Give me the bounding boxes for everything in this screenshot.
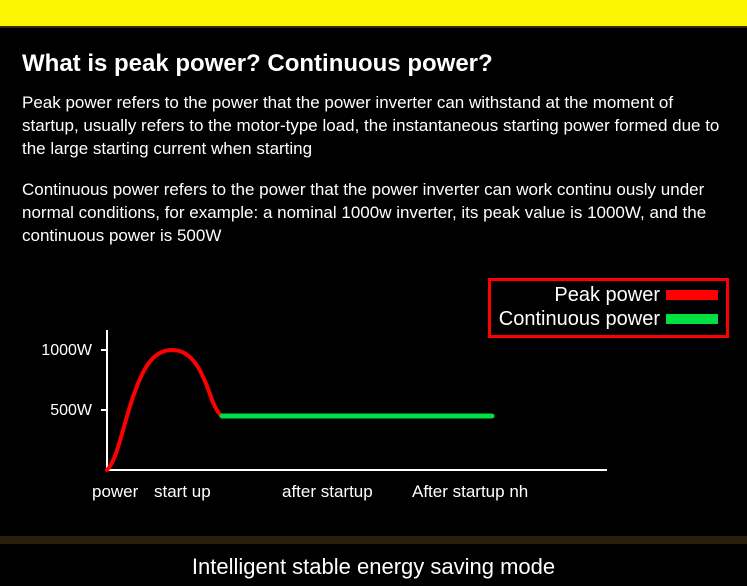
paragraph-peak: Peak power refers to the power that the … xyxy=(22,92,725,161)
top-accent-bar xyxy=(0,0,747,28)
page-title: What is peak power? Continuous power? xyxy=(22,50,725,78)
legend-label: Continuous power xyxy=(499,307,660,331)
x-label-after-nh: After startup nh xyxy=(412,482,528,502)
x-label-power: power xyxy=(92,482,138,502)
legend-swatch-continuous xyxy=(666,314,718,324)
x-label-after: after startup xyxy=(282,482,373,502)
chart-legend: Peak power Continuous power xyxy=(488,278,729,338)
footer-caption: Intelligent stable energy saving mode xyxy=(0,554,747,580)
content-area: What is peak power? Continuous power? Pe… xyxy=(0,28,747,248)
footer-divider xyxy=(0,536,747,544)
y-tick-500: 500W xyxy=(22,402,92,420)
y-tick-1000: 1000W xyxy=(22,342,92,360)
legend-label: Peak power xyxy=(554,283,660,307)
legend-item-peak: Peak power xyxy=(499,283,718,307)
legend-swatch-peak xyxy=(666,290,718,300)
legend-item-continuous: Continuous power xyxy=(499,307,718,331)
power-chart: 1000W 500W power start up after startup … xyxy=(22,330,722,520)
paragraph-continuous: Continuous power refers to the power tha… xyxy=(22,179,725,248)
x-label-startup: start up xyxy=(154,482,211,502)
